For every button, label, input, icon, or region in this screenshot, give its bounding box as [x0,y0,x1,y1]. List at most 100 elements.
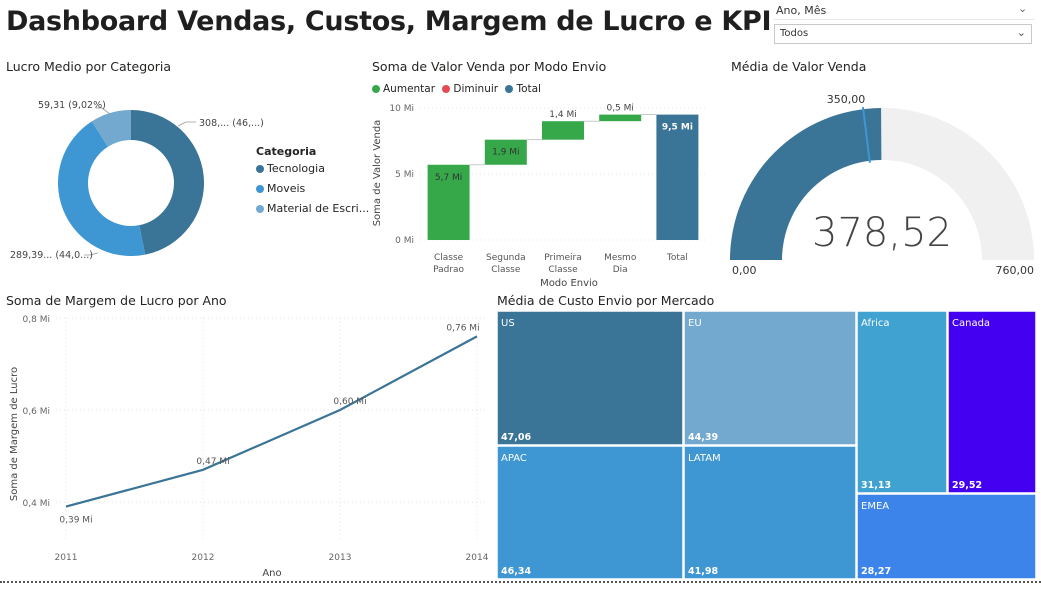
waterfall-bar[interactable] [427,164,470,240]
legend-item[interactable]: Diminuir [442,83,498,95]
x-tick-label: Classe [491,265,521,275]
data-label: 0,39 Mi [59,516,92,526]
gauge-title: Média de Valor Venda [731,59,867,74]
treemap-tile[interactable] [683,310,857,446]
data-label: 5,7 Mi [435,173,462,183]
legend-dot-icon [505,85,514,93]
x-axis-title: Ano [262,568,281,579]
data-label: 308,... (46,...) [199,118,264,129]
y-axis-title: Soma de Margem de Lucro [9,367,20,501]
data-label: 0,76 Mi [446,323,479,333]
gauge-max-label: 760,00 [996,264,1035,277]
waterfall-bar[interactable] [484,139,527,165]
y-tick-label: 5 Mi [395,170,414,180]
x-tick-label: Dia [613,265,628,275]
gauge-target-label: 350,00 [827,93,866,106]
legend-label: Diminuir [453,83,499,95]
y-tick-label: 0,4 Mi [23,499,50,509]
line-title: Soma de Margem de Lucro por Ano [6,293,227,308]
treemap-value-label: 31,13 [861,480,891,491]
y-tick-label: 0 Mi [395,236,414,246]
x-tick-label: Classe [434,253,464,263]
treemap-tile[interactable] [856,493,1037,580]
donut-title: Lucro Medio por Categoria [6,59,172,74]
waterfall-title: Soma de Valor Venda por Modo Envio [372,59,607,74]
leader-line [84,252,99,256]
slicer-divider [774,19,1034,20]
legend-title: Categoria [256,145,317,158]
x-tick-label: Segunda [486,253,526,263]
gauge-min-label: 0,00 [732,264,757,277]
treemap-title: Média de Custo Envio por Mercado [497,293,715,308]
legend-dot-icon [256,185,264,193]
leader-line [96,107,111,115]
leader-line [177,121,196,127]
x-tick-label: Primeira [544,253,582,263]
data-label: 59,31 (9,02%) [38,100,106,111]
legend-item[interactable]: Total [505,83,541,95]
data-label: 1,4 Mi [549,110,576,120]
legend-label: Total [516,83,541,95]
legend-label: Aumentar [383,83,436,95]
x-tick-label: 2014 [466,553,489,563]
chevron-down-icon[interactable]: ⌄ [1018,2,1028,15]
x-tick-label: Mesmo [604,253,637,263]
legend-item[interactable]: Tecnologia [256,162,369,175]
treemap-category-label: EU [688,318,702,329]
legend-item[interactable]: Moveis [256,182,369,195]
treemap-value-label: 44,39 [688,432,718,443]
waterfall-chart[interactable]: Soma de Valor Venda 10 Mi 5 Mi 0 Mi 5,7 … [368,98,708,294]
donut-slice[interactable] [58,121,146,256]
treemap-value-label: 47,06 [501,432,531,443]
donut-slice[interactable] [131,110,204,255]
line-series[interactable] [65,335,478,508]
slicer-label: Ano, Mês [776,4,827,17]
legend-label: Material de Escri... [267,202,370,215]
treemap-chart[interactable]: US 47,06 APAC 46,34 EU 44,39 LATAM 41,98 Africa 3… [496,310,1037,580]
treemap-value-label: 41,98 [688,566,718,577]
y-tick-label: 0,6 Mi [23,407,50,417]
treemap-tile[interactable] [496,445,684,580]
waterfall-bar[interactable] [542,121,584,140]
waterfall-bar[interactable] [656,114,699,240]
donut-slice[interactable] [91,110,131,147]
donut-legend: Categoria Tecnologia Moveis Material de … [256,145,369,215]
legend-dot-icon [256,165,264,173]
legend-item[interactable]: Aumentar [372,83,435,95]
slicer-value: Todos [780,28,809,39]
gauge-fill [730,108,882,261]
treemap-tile[interactable] [856,310,948,494]
legend-label: Tecnologia [267,162,325,175]
legend-dot-icon [372,85,380,93]
treemap-tile[interactable] [496,310,684,446]
gauge-chart[interactable]: 378,52 0,00 760,00 350,00 [724,84,1038,280]
data-label: 289,39... (44,0...) [10,250,93,261]
donut-chart[interactable]: 308,... (46,...) 289,39... (44,0...) 59,… [0,78,360,290]
treemap-category-label: EMEA [861,501,889,512]
waterfall-legend: Aumentar Diminuir Total [372,83,541,95]
legend-item[interactable]: Material de Escri... [256,202,369,215]
treemap-category-label: US [501,318,515,329]
legend-label: Moveis [267,182,306,195]
gauge-target-marker [861,107,871,163]
treemap-value-label: 29,52 [952,480,982,491]
chevron-down-icon: ⌄ [1016,26,1026,39]
treemap-category-label: Africa [861,318,890,329]
data-label: 1,9 Mi [492,148,519,158]
y-axis-title: Soma de Valor Venda [372,120,383,227]
y-tick-label: 10 Mi [389,104,414,114]
treemap-tile[interactable] [947,310,1037,494]
line-chart[interactable]: Soma de Margem de Lucro 0,8 Mi 0,6 Mi 0,… [0,308,494,580]
x-tick-label: 2013 [329,553,352,563]
treemap-tile[interactable] [683,445,857,580]
waterfall-bar[interactable] [599,114,642,122]
data-label: 9,5 Mi [662,123,693,133]
x-axis-title: Modo Envio [540,278,598,289]
y-tick-label: 0,8 Mi [23,315,50,325]
x-tick-label: Total [666,253,688,263]
slicer-dropdown[interactable]: Todos ⌄ [774,24,1032,44]
x-tick-label: 2012 [192,553,215,563]
treemap-value-label: 28,27 [861,566,891,577]
x-tick-label: 2011 [55,553,78,563]
treemap-category-label: Canada [952,318,990,329]
